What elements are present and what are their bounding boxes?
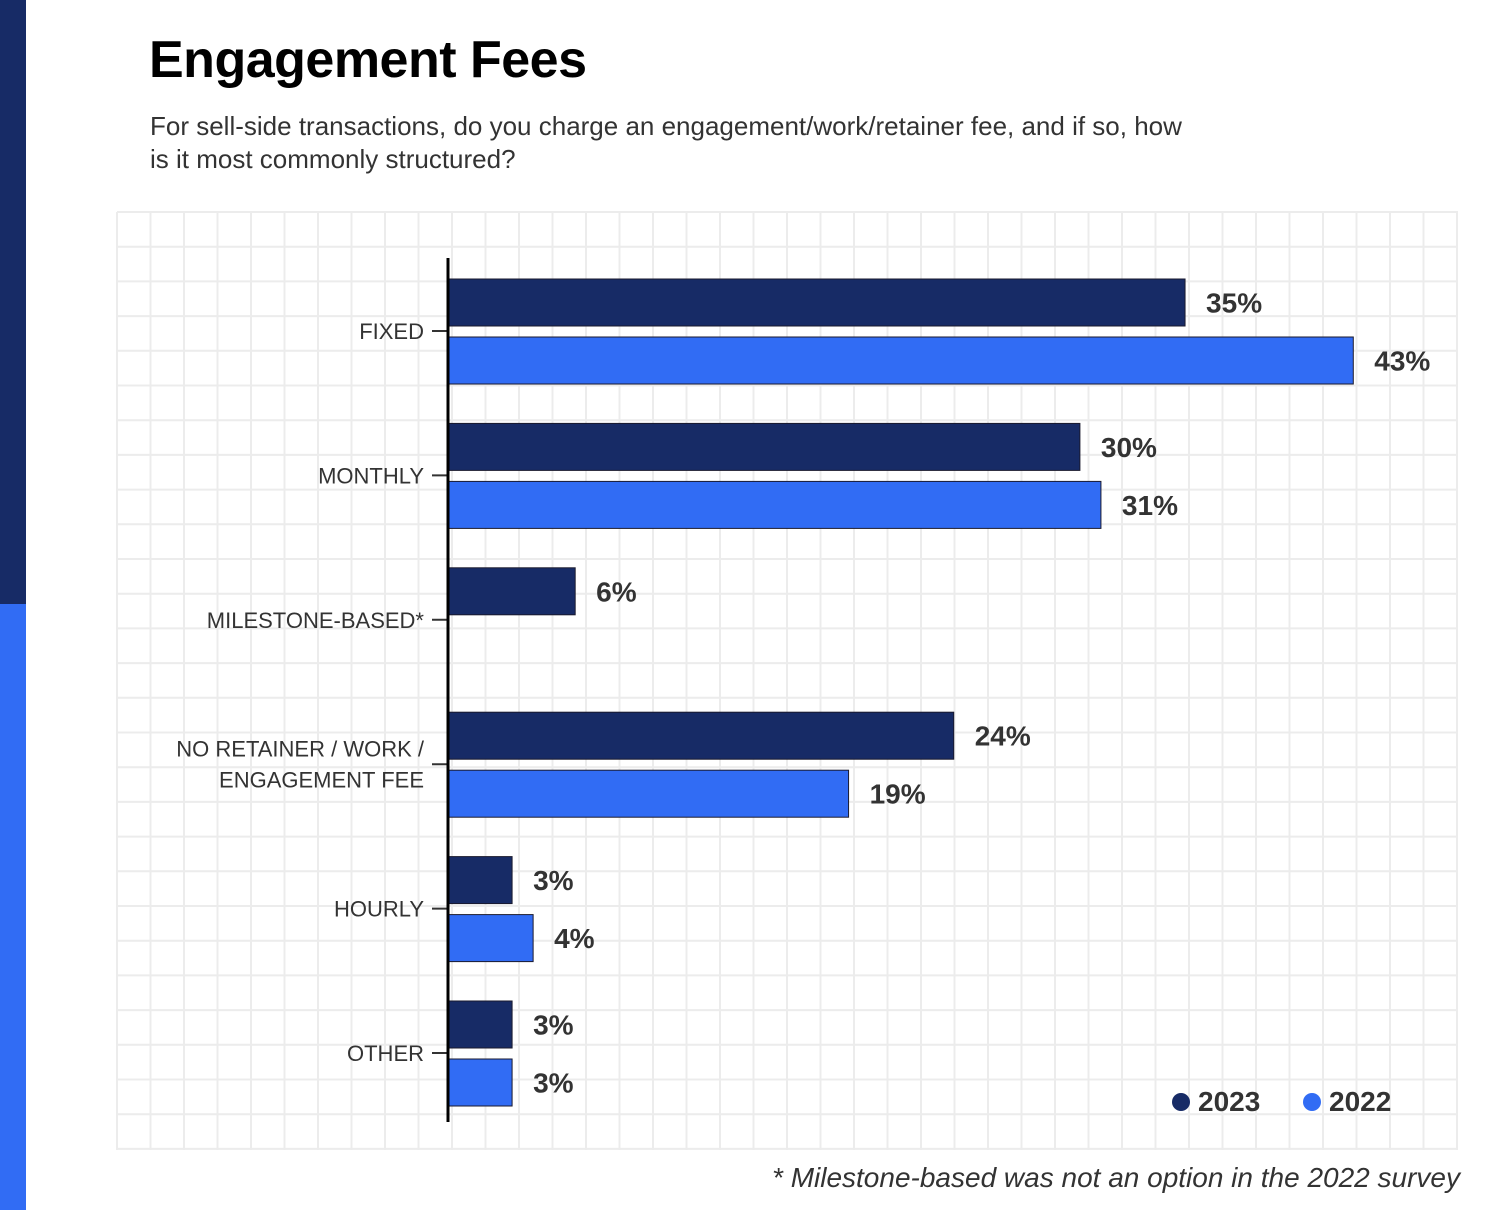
- accent-strip-bottom: [0, 604, 26, 1210]
- accent-strip-top: [0, 0, 26, 604]
- bar-2023: [448, 422, 1081, 471]
- bar-2022: [448, 914, 534, 963]
- data-label-2023: 30%: [1101, 432, 1157, 463]
- data-label-2022: 4%: [554, 923, 595, 954]
- legend-marker-2023: [1172, 1093, 1190, 1111]
- bar-2022: [448, 480, 1102, 529]
- bar-2023: [448, 567, 576, 616]
- legend-label-2022: 2022: [1329, 1086, 1391, 1117]
- bar-2022: [448, 1058, 513, 1107]
- bar-2023: [448, 711, 955, 760]
- chart-title: Engagement Fees: [149, 31, 587, 89]
- data-label-2023: 6%: [596, 576, 637, 607]
- data-label-2022: 19%: [870, 779, 926, 810]
- category-label: OTHER: [347, 1041, 424, 1066]
- data-label-2022: 31%: [1122, 490, 1178, 521]
- data-label-2023: 24%: [975, 721, 1031, 752]
- legend-label-2023: 2023: [1198, 1086, 1260, 1117]
- bar-2022: [448, 769, 850, 818]
- chart-subtitle: For sell-side transactions, do you charg…: [150, 111, 1182, 174]
- legend-marker-2022: [1303, 1093, 1321, 1111]
- data-label-2023: 35%: [1206, 288, 1262, 319]
- category-label: FIXED: [359, 319, 424, 344]
- bar-2023: [448, 1000, 513, 1049]
- footnote: * Milestone-based was not an option in t…: [772, 1162, 1460, 1193]
- bar-2023: [448, 278, 1186, 327]
- category-label: NO RETAINER / WORK / ENGAGEMENT FEE: [176, 737, 425, 793]
- category-label: MONTHLY: [318, 463, 424, 488]
- data-label-2023: 3%: [533, 865, 574, 896]
- data-label-2022: 3%: [533, 1068, 574, 1099]
- data-label-2023: 3%: [533, 1010, 574, 1041]
- bar-2022: [448, 336, 1354, 385]
- category-label: MILESTONE-BASED*: [207, 608, 425, 633]
- data-label-2022: 43%: [1374, 346, 1430, 377]
- category-label: HOURLY: [334, 897, 424, 922]
- bar-2023: [448, 856, 513, 905]
